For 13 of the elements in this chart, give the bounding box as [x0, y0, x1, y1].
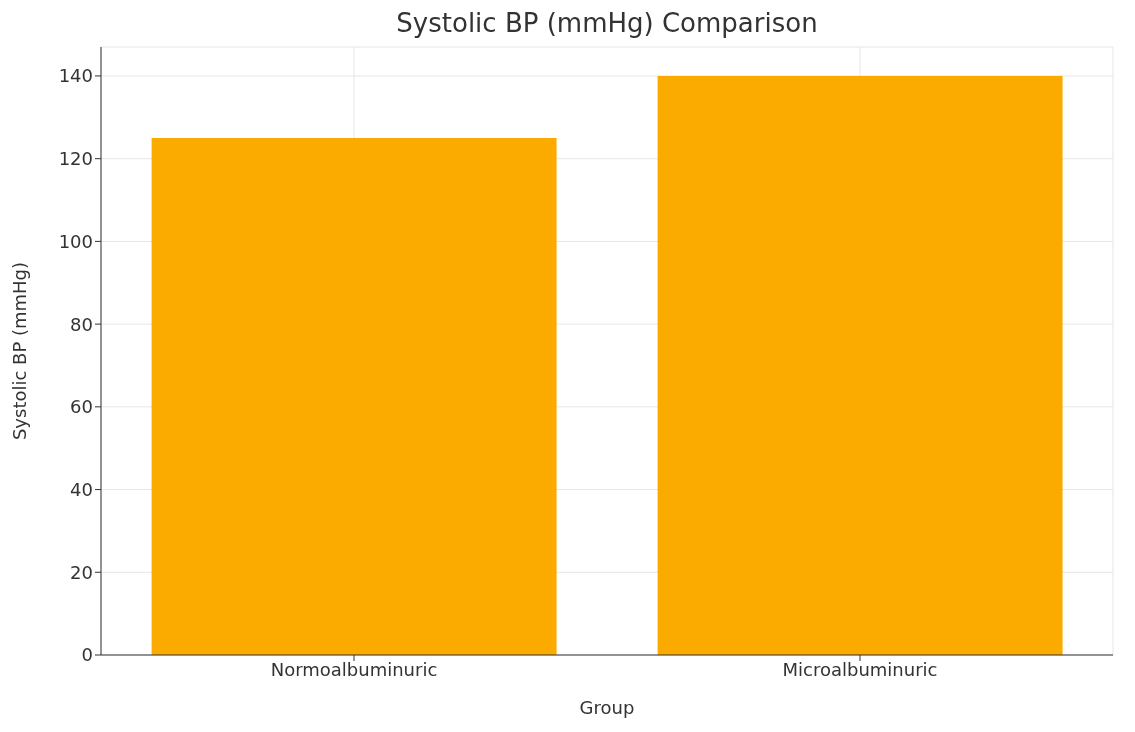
y-tick-label: 20 [70, 561, 93, 583]
x-axis-title: Group [579, 697, 635, 718]
chart-title: Systolic BP (mmHg) Comparison [395, 8, 819, 38]
y-tick-label: 120 [58, 148, 93, 170]
x-tick-label: Microalbuminuric [782, 658, 938, 680]
x-tick-label: Normoalbuminuric [270, 658, 438, 680]
y-tick-label: 0 [81, 644, 93, 666]
y-tick-label: 40 [70, 478, 93, 500]
y-tick-label: 100 [58, 230, 93, 252]
y-tick-label: 140 [58, 65, 93, 87]
y-tick-label: 60 [70, 396, 93, 418]
y-axis-title: Systolic BP (mmHg) [9, 261, 31, 441]
y-tick-label: 80 [70, 313, 93, 335]
